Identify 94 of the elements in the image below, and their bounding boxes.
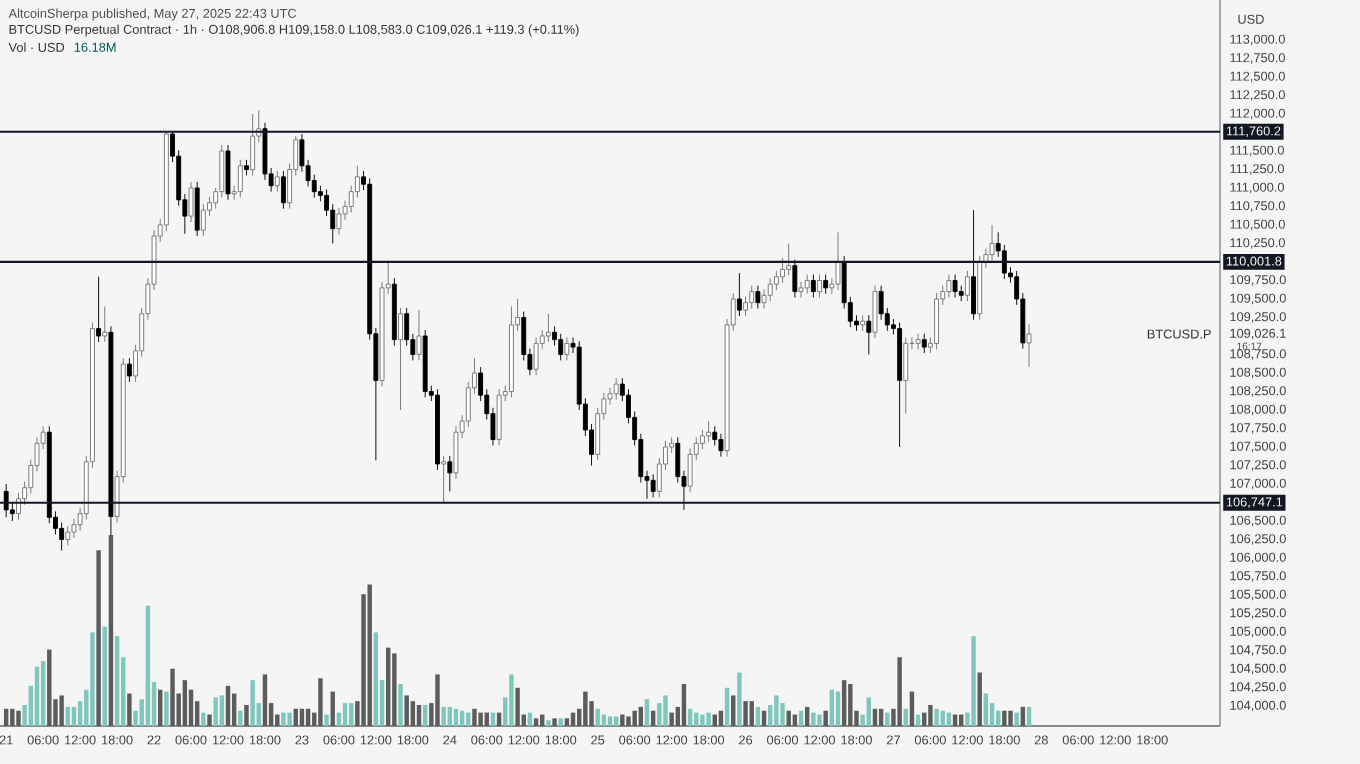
candlestick [416,309,422,361]
candlestick [558,333,564,361]
candlestick [96,276,102,343]
bar [398,683,403,726]
bar [613,716,619,726]
candlestick [533,336,539,376]
candlestick [194,181,200,237]
candlestick [798,281,804,298]
candlestick [441,455,447,504]
bar [219,695,225,726]
bar [342,703,348,726]
candlestick [767,277,773,302]
bar [546,720,551,726]
candlestick [237,159,243,199]
candlestick [225,144,231,201]
candlestick [718,433,724,458]
candlestick [736,272,742,317]
candlestick [804,274,810,295]
bar [441,706,446,726]
candlestick [188,181,194,223]
candlestick [921,333,927,354]
bar [238,710,243,726]
candlestick [200,203,206,237]
candlestick [823,274,829,295]
candlestick [817,274,822,298]
bar [102,626,107,726]
candlestick [971,209,976,321]
bar [349,703,354,726]
candlestick [964,270,970,302]
bar [213,697,218,726]
bar [607,716,613,726]
bar [644,699,650,726]
bar [422,704,428,726]
candlestick [866,314,872,355]
bar [1014,712,1019,726]
candlestick [872,285,878,339]
candlestick [915,333,921,350]
bar [774,695,779,726]
bar [281,712,286,726]
bar [866,697,872,726]
bar [164,691,169,726]
candlestick [952,274,958,298]
bar [971,636,976,726]
candlestick [835,231,841,291]
candlestick [755,285,761,310]
candlestick [749,285,755,310]
candlestick [650,473,656,498]
bar [934,708,939,726]
bar [558,718,563,726]
candlestick [706,420,712,443]
candlestick [1026,323,1032,368]
bar [145,605,151,726]
bar [595,708,600,726]
candlestick [946,274,952,298]
candlestick [281,170,286,210]
candlestick [564,336,570,361]
bar [287,712,292,726]
candlestick [102,305,108,343]
candlestick [934,292,940,350]
bar [700,714,705,726]
bar [817,714,822,726]
candlestick [545,313,551,343]
candlestick [792,259,798,298]
bar [706,712,711,726]
bar [811,712,816,726]
candlestick [810,274,816,298]
bar [737,672,742,726]
bar [663,695,668,726]
bar [201,712,206,726]
bar [40,661,46,726]
bar [324,714,329,726]
candlestick [126,357,132,383]
bar [90,632,95,726]
bar [250,680,255,726]
bar [373,632,379,726]
candlestick [903,336,909,415]
candlestick [65,525,71,546]
candlestick [496,388,502,446]
candlestick [613,377,619,401]
bar [780,703,785,726]
candlestick [786,243,792,276]
bar [885,712,890,726]
candlestick [336,207,342,236]
bar [114,636,120,726]
bar [657,703,662,726]
candlestick [274,170,280,193]
candlestick [3,483,9,518]
candlestick [398,307,403,411]
bar [34,666,40,726]
bar [509,674,514,726]
bar [466,712,471,726]
candlestick [989,224,995,261]
candlestick [250,113,256,176]
candlestick [447,455,453,492]
